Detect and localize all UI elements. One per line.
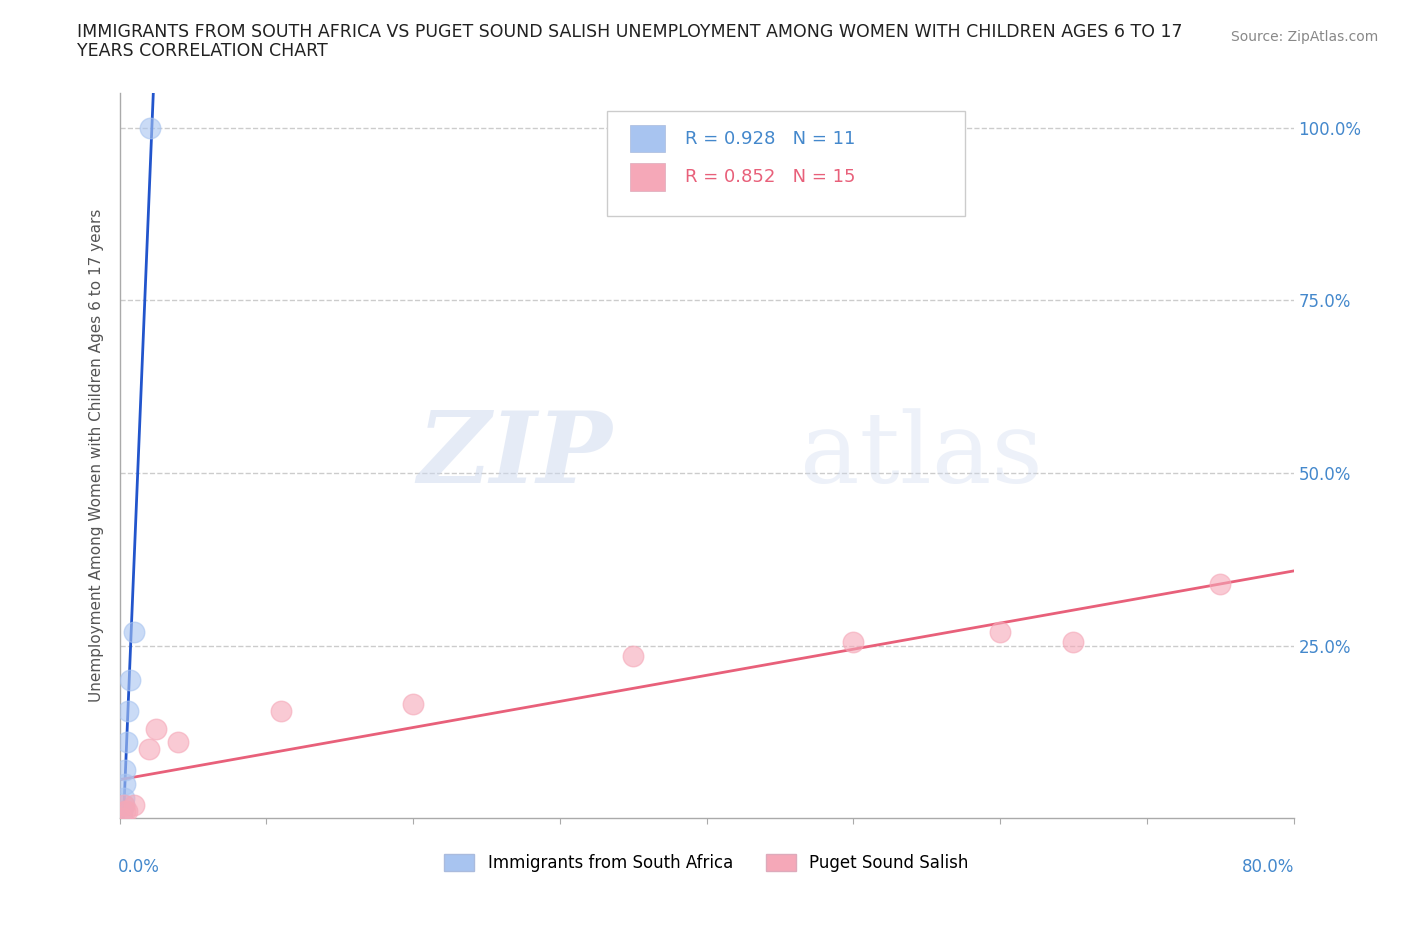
Text: IMMIGRANTS FROM SOUTH AFRICA VS PUGET SOUND SALISH UNEMPLOYMENT AMONG WOMEN WITH: IMMIGRANTS FROM SOUTH AFRICA VS PUGET SO…: [77, 23, 1182, 41]
FancyBboxPatch shape: [630, 164, 665, 191]
Text: 80.0%: 80.0%: [1243, 858, 1295, 876]
Point: [138, 742, 160, 757]
Point: [112, 797, 135, 812]
Point: [139, 120, 162, 135]
FancyBboxPatch shape: [630, 125, 665, 153]
Point: [621, 648, 644, 663]
Text: YEARS CORRELATION CHART: YEARS CORRELATION CHART: [77, 42, 328, 60]
Point: [842, 635, 865, 650]
Point: [117, 704, 139, 719]
Point: [111, 811, 134, 826]
Y-axis label: Unemployment Among Women with Children Ages 6 to 17 years: Unemployment Among Women with Children A…: [89, 209, 104, 702]
Text: R = 0.928   N = 11: R = 0.928 N = 11: [685, 129, 856, 148]
Point: [167, 735, 190, 750]
Text: atlas: atlas: [800, 407, 1043, 504]
Text: 0.0%: 0.0%: [118, 858, 160, 876]
Point: [145, 721, 167, 736]
Point: [402, 697, 425, 711]
Point: [270, 704, 292, 719]
Point: [122, 797, 145, 812]
Legend: Immigrants from South Africa, Puget Sound Salish: Immigrants from South Africa, Puget Soun…: [444, 854, 969, 871]
Text: Source: ZipAtlas.com: Source: ZipAtlas.com: [1230, 30, 1378, 44]
Point: [118, 672, 141, 687]
Point: [114, 804, 136, 819]
Point: [114, 763, 136, 777]
Point: [114, 777, 136, 791]
Text: ZIP: ZIP: [418, 407, 613, 504]
Point: [115, 804, 138, 819]
Point: [111, 811, 134, 826]
Text: R = 0.852   N = 15: R = 0.852 N = 15: [685, 168, 856, 186]
Point: [111, 804, 134, 819]
Point: [122, 624, 145, 639]
FancyBboxPatch shape: [607, 112, 965, 217]
Point: [1209, 576, 1232, 591]
Point: [1062, 635, 1084, 650]
Point: [112, 797, 135, 812]
Point: [115, 735, 138, 750]
Point: [112, 790, 135, 805]
Point: [988, 624, 1011, 639]
